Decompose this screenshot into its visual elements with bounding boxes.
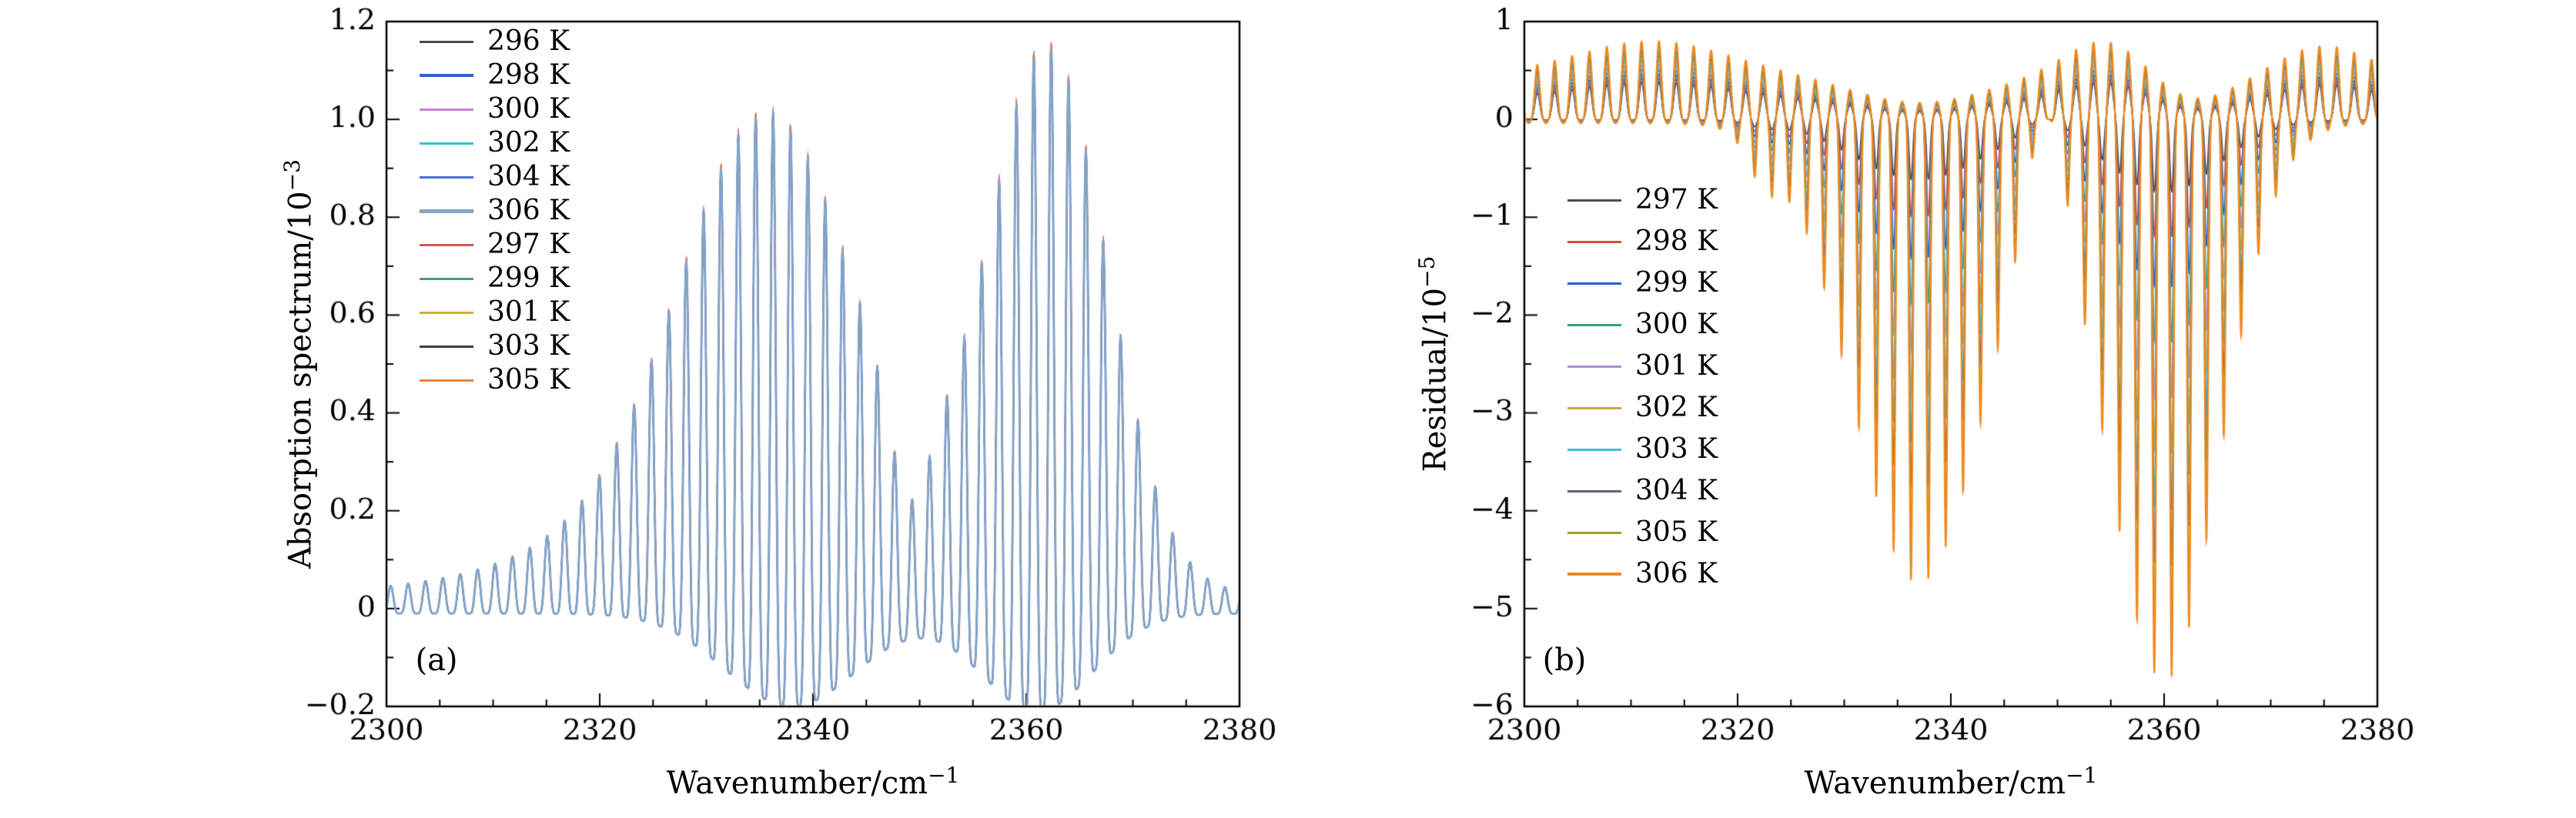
panel-a-tag: (a) bbox=[415, 643, 458, 678]
panel-b-xlabel-text: Wavenumber/cm bbox=[1804, 766, 2066, 802]
legend-line-swatch bbox=[1567, 323, 1621, 326]
legend-label: 299 K bbox=[1635, 267, 1718, 299]
legend-label: 303 K bbox=[487, 330, 570, 362]
panel-b-ylabel: Residual/10−5 bbox=[1414, 256, 1453, 472]
panel-a-xlabel: Wavenumber/cm−1 bbox=[667, 763, 960, 801]
legend-item: 306 K bbox=[420, 194, 570, 228]
legend-label: 304 K bbox=[487, 161, 570, 192]
legend-line-swatch bbox=[420, 277, 473, 280]
legend-label: 298 K bbox=[487, 59, 570, 91]
legend-line-swatch bbox=[1567, 199, 1621, 202]
legend-item: 299 K bbox=[420, 262, 570, 295]
legend-label: 301 K bbox=[1635, 350, 1718, 382]
legend-item: 297 K bbox=[420, 228, 570, 262]
legend-label: 299 K bbox=[487, 262, 570, 294]
legend-item: 300 K bbox=[1567, 304, 1718, 346]
legend-line-swatch bbox=[1567, 531, 1621, 534]
legend-item: 305 K bbox=[1567, 512, 1718, 553]
legend-label: 298 K bbox=[1635, 225, 1718, 257]
legend-item: 306 K bbox=[1567, 553, 1718, 595]
legend-line-swatch bbox=[1567, 489, 1621, 492]
legend-item: 300 K bbox=[420, 92, 570, 126]
legend-label: 304 K bbox=[1635, 475, 1718, 506]
legend-item: 302 K bbox=[1567, 387, 1718, 429]
legend-label: 306 K bbox=[487, 195, 570, 226]
legend-line-swatch bbox=[1567, 406, 1621, 409]
legend-item: 303 K bbox=[1567, 429, 1718, 470]
legend-label: 302 K bbox=[487, 127, 570, 159]
legend-line-swatch bbox=[1567, 448, 1621, 451]
legend-item: 298 K bbox=[420, 58, 570, 92]
legend-line-swatch bbox=[420, 209, 473, 213]
legend-item: 299 K bbox=[1567, 262, 1718, 304]
legend-label: 300 K bbox=[487, 93, 570, 125]
legend-line-swatch bbox=[420, 142, 473, 145]
panel-b-tag: (b) bbox=[1542, 643, 1587, 678]
legend-line-swatch bbox=[420, 74, 473, 77]
legend-line-swatch bbox=[420, 175, 473, 179]
legend-line-swatch bbox=[420, 40, 473, 43]
panel-b-ylabel-exponent: −5 bbox=[1413, 255, 1440, 288]
legend-line-swatch bbox=[1567, 240, 1621, 243]
legend-item: 302 K bbox=[420, 126, 570, 160]
legend-item: 304 K bbox=[420, 160, 570, 194]
legend-label: 300 K bbox=[1635, 309, 1718, 340]
legend-line-swatch bbox=[420, 108, 473, 111]
legend-label: 305 K bbox=[1635, 516, 1718, 548]
legend-label: 297 K bbox=[487, 229, 570, 260]
legend-line-swatch bbox=[1567, 365, 1621, 368]
legend-item: 301 K bbox=[420, 295, 570, 329]
legend-line-swatch bbox=[420, 345, 473, 348]
legend-label: 305 K bbox=[487, 364, 570, 396]
panel-a-ylabel-exponent: −3 bbox=[279, 159, 305, 192]
legend-label: 301 K bbox=[487, 296, 570, 328]
legend-line-swatch bbox=[420, 243, 473, 246]
legend-line-swatch bbox=[1567, 282, 1621, 285]
legend-item: 296 K bbox=[420, 25, 570, 58]
legend-line-swatch bbox=[1567, 573, 1621, 576]
panel-a-ylabel-text: Absorption spectrum/10 bbox=[283, 191, 319, 569]
panel-b-ylabel-text: Residual/10 bbox=[1417, 287, 1454, 472]
legend-label: 296 K bbox=[487, 25, 570, 57]
legend-label: 303 K bbox=[1635, 433, 1718, 465]
legend-panel-a: 296 K 298 K 300 K 302 K 304 K 306 K 297 K 299 K… bbox=[420, 25, 570, 397]
panel-a-xlabel-exponent: −1 bbox=[928, 762, 960, 788]
legend-label: 302 K bbox=[1635, 392, 1718, 423]
panel-a-ylabel: Absorption spectrum/10−3 bbox=[279, 159, 318, 569]
legend-panel-b: 297 K 298 K 299 K 300 K 301 K 302 K 303 K 304 K… bbox=[1567, 179, 1718, 595]
legend-label: 306 K bbox=[1635, 558, 1718, 589]
legend-item: 298 K bbox=[1567, 221, 1718, 262]
panel-b-xlabel-exponent: −1 bbox=[2066, 762, 2098, 788]
legend-item: 301 K bbox=[1567, 346, 1718, 387]
legend-item: 305 K bbox=[420, 363, 570, 397]
legend-item: 304 K bbox=[1567, 470, 1718, 512]
panel-a-xlabel-text: Wavenumber/cm bbox=[666, 766, 928, 802]
legend-line-swatch bbox=[420, 311, 473, 314]
legend-item: 297 K bbox=[1567, 179, 1718, 221]
legend-label: 297 K bbox=[1635, 184, 1718, 215]
legend-item: 303 K bbox=[420, 329, 570, 363]
panel-b-xlabel: Wavenumber/cm−1 bbox=[1805, 763, 2098, 801]
legend-line-swatch bbox=[420, 379, 473, 382]
